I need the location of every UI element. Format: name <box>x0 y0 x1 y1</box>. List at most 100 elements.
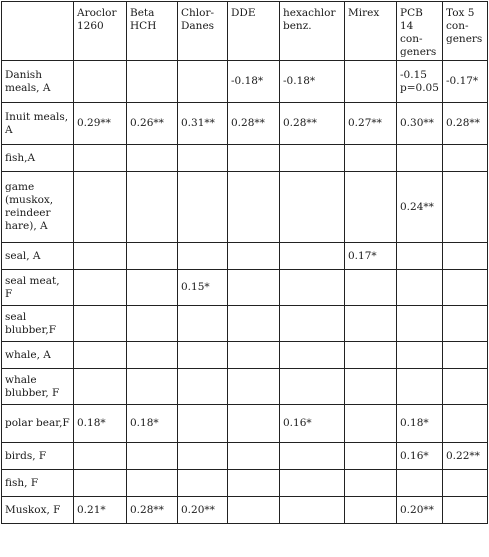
table-cell <box>344 305 397 342</box>
table-row: polar bear,F 0.18* 0.18* 0.16* 0.18* <box>1 404 488 443</box>
table-cell <box>73 242 127 270</box>
table-row: game (muskox, reindeer hare), A 0.24** <box>1 171 488 243</box>
table-cell <box>73 442 127 470</box>
table-cell <box>126 305 178 342</box>
table-cell <box>279 496 345 524</box>
column-header: Chlor-Danes <box>177 1 228 61</box>
table-cell <box>396 144 443 172</box>
table-cell <box>279 368 345 405</box>
table-row: fish,A <box>1 144 488 172</box>
table-cell <box>126 469 178 497</box>
table-cell <box>344 442 397 470</box>
row-label: Danish meals, A <box>1 60 74 103</box>
table-cell: -0.17* <box>442 60 488 103</box>
table-cell <box>396 368 443 405</box>
table-cell: 0.17* <box>344 242 397 270</box>
table-cell <box>442 305 488 342</box>
column-header: Tox 5 con-geners <box>442 1 488 61</box>
table-row: Muskox, F 0.21* 0.28** 0.20** 0.20** <box>1 496 488 524</box>
table-cell <box>227 305 280 342</box>
table-cell <box>126 341 178 369</box>
table-cell <box>177 404 228 443</box>
table-cell: 0.28** <box>279 102 345 145</box>
table-cell <box>442 404 488 443</box>
table-cell <box>126 442 178 470</box>
row-label: Muskox, F <box>1 496 74 524</box>
table-cell <box>227 469 280 497</box>
table-cell: -0.15 p=0.05 <box>396 60 443 103</box>
column-header: PCB 14 con-geners <box>396 1 443 61</box>
table-row: seal blubber,F <box>1 305 488 342</box>
table-cell: 0.27** <box>344 102 397 145</box>
table-cell <box>227 368 280 405</box>
table-cell <box>177 171 228 243</box>
column-header: Aroclor 1260 <box>73 1 127 61</box>
table-cell <box>396 469 443 497</box>
table-cell: 0.26** <box>126 102 178 145</box>
table-cell: 0.24** <box>396 171 443 243</box>
table-row: whale, A <box>1 341 488 369</box>
table-cell: 0.28** <box>126 496 178 524</box>
column-header: Beta HCH <box>126 1 178 61</box>
table-row: Inuit meals, A 0.29** 0.26** 0.31** 0.28** 0.… <box>1 102 488 145</box>
table-cell <box>279 341 345 369</box>
table-cell: 0.29** <box>73 102 127 145</box>
table-cell <box>177 442 228 470</box>
row-label: birds, F <box>1 442 74 470</box>
table-cell <box>227 269 280 306</box>
table-cell <box>344 496 397 524</box>
table-cell <box>126 60 178 103</box>
table-cell: -0.18* <box>279 60 345 103</box>
table-cell: 0.30** <box>396 102 443 145</box>
table-cell <box>344 60 397 103</box>
table-cell: 0.18* <box>73 404 127 443</box>
table-cell <box>279 269 345 306</box>
table-cell <box>177 469 228 497</box>
table-cell <box>279 171 345 243</box>
table-row: seal meat, F 0.15* <box>1 269 488 306</box>
table-cell <box>73 60 127 103</box>
table-cell: 0.16* <box>279 404 345 443</box>
column-header: DDE <box>227 1 280 61</box>
table-cell: 0.18* <box>126 404 178 443</box>
table-cell: 0.21* <box>73 496 127 524</box>
table-cell <box>177 144 228 172</box>
table-cell <box>279 442 345 470</box>
table-cell <box>227 242 280 270</box>
table-cell <box>73 144 127 172</box>
row-label: Inuit meals, A <box>1 102 74 145</box>
table-row: whale blubber, F <box>1 368 488 405</box>
table-cell <box>344 368 397 405</box>
row-label: fish,A <box>1 144 74 172</box>
table-cell <box>396 269 443 306</box>
table-cell <box>344 341 397 369</box>
table-cell: -0.18* <box>227 60 280 103</box>
table-cell <box>73 469 127 497</box>
table-cell <box>227 404 280 443</box>
table-cell <box>73 171 127 243</box>
table-cell <box>73 341 127 369</box>
table-cell <box>279 242 345 270</box>
table-cell <box>396 242 443 270</box>
row-label: seal, A <box>1 242 74 270</box>
column-header: Mirex <box>344 1 397 61</box>
table-cell: 0.15* <box>177 269 228 306</box>
row-label: whale, A <box>1 341 74 369</box>
table-cell <box>344 269 397 306</box>
table-row: Danish meals, A -0.18* -0.18* -0.15 p=0.05-… <box>1 60 488 103</box>
table-cell <box>177 368 228 405</box>
row-label: polar bear,F <box>1 404 74 443</box>
table-cell: 0.20** <box>396 496 443 524</box>
table-cell <box>344 404 397 443</box>
row-label: seal blubber,F <box>1 305 74 342</box>
table-cell <box>227 171 280 243</box>
table-cell <box>442 496 488 524</box>
table-cell <box>177 341 228 369</box>
table-cell <box>442 171 488 243</box>
row-label: seal meat, F <box>1 269 74 306</box>
table-cell <box>73 368 127 405</box>
table-cell <box>396 305 443 342</box>
column-header: hexachlor benz. <box>279 1 345 61</box>
header-corner <box>1 1 74 61</box>
table-cell: 0.20** <box>177 496 228 524</box>
